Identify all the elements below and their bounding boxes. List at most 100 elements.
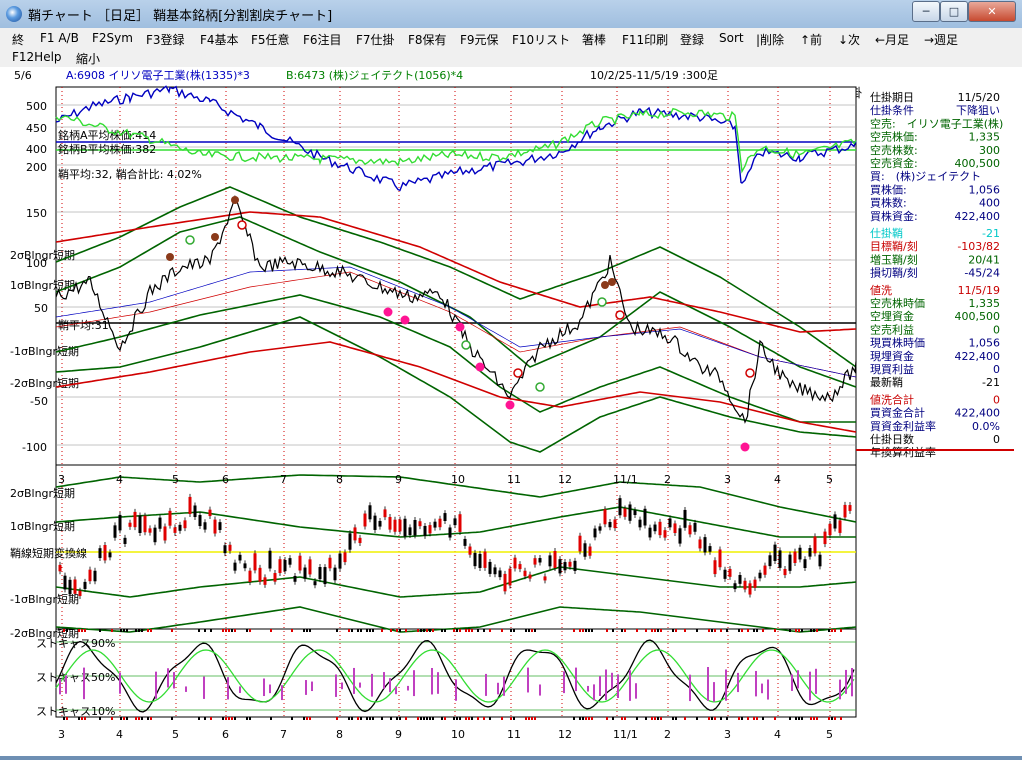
low-candle-75 — [73, 579, 77, 594]
stoch-bottom-mark-231 — [231, 717, 233, 720]
low-candle-815 — [813, 536, 817, 554]
menu2-item-1[interactable]: 縮小 — [76, 52, 101, 66]
stoch-bottom-mark-810 — [810, 717, 812, 720]
symbol-b-label: B:6473 (株)ジェイテクト(1056)*4 — [286, 68, 463, 82]
stoch-bottom-mark-525 — [525, 717, 527, 720]
chart-area: 5/6 A:6908 イリソ電子工業(株(1335)*3 B:6473 (株)ジ… — [0, 67, 1022, 756]
stoch-top-mark-426 — [426, 629, 428, 632]
menu2-item-0[interactable]: F12Help — [12, 50, 62, 64]
stoch-top-mark-204 — [204, 629, 206, 632]
stoch-bottom-mark-621 — [621, 717, 623, 720]
stoch-bottom-mark-798 — [798, 717, 800, 720]
menu-item-18[interactable]: ←月足 — [875, 33, 910, 47]
menu-item-15[interactable]: |削除 — [756, 33, 785, 47]
stoch-bottom-mark-135 — [135, 717, 137, 720]
stoch-top-mark-789 — [789, 629, 791, 632]
low-candle-235 — [233, 562, 237, 571]
low-candle-645 — [643, 508, 647, 526]
low-candle-85 — [83, 581, 87, 589]
stoch-top-mark-444 — [444, 629, 446, 632]
low-candle-515 — [513, 557, 517, 569]
stoch-bottom-mark-831 — [831, 717, 833, 720]
stoch-top-mark-441 — [441, 629, 443, 632]
low-candle-580 — [578, 535, 582, 552]
low-candle-545 — [543, 576, 547, 581]
mid-y-label-100: 100 — [26, 257, 47, 270]
low-candle-215 — [213, 519, 217, 534]
stoch-top-mark-78 — [78, 629, 80, 632]
low-candle-690 — [688, 525, 692, 535]
low-candle-530 — [528, 574, 532, 579]
stoch-top-mark-231 — [231, 629, 233, 632]
app-logo-icon — [6, 6, 22, 22]
menu-item-6[interactable]: F6注目 — [303, 33, 342, 47]
low-candle-720 — [718, 549, 722, 568]
stoch-top-mark-624 — [624, 629, 626, 632]
stoch-top-mark-210 — [210, 629, 212, 632]
stoch-top-mark-357 — [357, 629, 359, 632]
low-candle-680 — [678, 528, 682, 544]
stoch-top-mark-372 — [372, 629, 374, 632]
x-axis-bottom-label-0: 3 — [58, 728, 65, 741]
menu-item-8[interactable]: F8保有 — [408, 33, 447, 47]
low-candle-430 — [428, 525, 432, 534]
low-candle-175 — [173, 527, 177, 533]
low-candle-375 — [373, 515, 377, 530]
stoch-bottom-mark-528 — [528, 717, 530, 720]
menu-item-17[interactable]: ↓次 — [838, 33, 861, 47]
mid-band-line-2 — [55, 294, 856, 423]
stoch-top-mark-528 — [528, 629, 530, 632]
stoch-bottom-mark-126 — [126, 717, 128, 720]
info-label-22: 値洗合計 — [870, 392, 914, 406]
x-axis-bottom-label-14: 5 — [826, 728, 833, 741]
menu-item-1[interactable]: F1 A/B — [40, 31, 79, 45]
stoch-bottom-mark-573 — [573, 717, 575, 720]
menu-item-4[interactable]: F4基本 — [200, 33, 239, 47]
menu-item-19[interactable]: →週足 — [924, 33, 959, 47]
stoch-top-mark-612 — [612, 629, 614, 632]
info-value-25: 0 — [993, 433, 1000, 446]
minimize-button[interactable]: ─ — [912, 1, 940, 22]
x-axis-bottom-label-2: 5 — [172, 728, 179, 741]
menu-item-10[interactable]: F10リスト — [512, 33, 571, 47]
mid-band-avg: 鞘平均:31 — [58, 318, 109, 332]
low-candle-605 — [603, 509, 607, 525]
hollow-marker-7 — [745, 368, 755, 378]
menu-item-11[interactable]: 箸棒 — [582, 33, 607, 47]
spread-line — [55, 194, 857, 424]
stoch-top-mark-477 — [477, 629, 479, 632]
stoch-bottom-mark-747 — [747, 717, 749, 720]
low-candle-620 — [618, 498, 622, 516]
low-band-conversion: 鞘線短期変換線 — [10, 546, 87, 560]
low-band-minus1sigma: -1σBlngr短期 — [10, 592, 79, 606]
stoch-bottom-mark-651 — [651, 717, 653, 720]
menu-item-12[interactable]: F11印刷 — [622, 33, 669, 47]
stoch-top-mark-246 — [246, 629, 248, 632]
stoch-bottom-mark-405 — [405, 717, 407, 720]
menu-item-7[interactable]: F7仕掛 — [356, 33, 395, 47]
menu-item-2[interactable]: F2Sym — [92, 31, 133, 45]
stoch-top-mark-573 — [573, 629, 575, 632]
stoch-bottom-mark-396 — [396, 717, 398, 720]
menu-item-14[interactable]: Sort — [719, 31, 744, 45]
low-candle-340 — [338, 553, 342, 569]
menu-item-9[interactable]: F9元保 — [460, 33, 499, 47]
close-button[interactable]: ✕ — [968, 1, 1016, 22]
stoch-bottom-mark-828 — [828, 717, 830, 720]
menu-item-5[interactable]: F5任意 — [251, 33, 290, 47]
maximize-button[interactable]: □ — [940, 1, 968, 22]
low-candle-260 — [258, 567, 262, 582]
menu-item-16[interactable]: ↑前 — [800, 33, 823, 47]
stoch-d-line — [55, 649, 855, 703]
stoch-top-mark-756 — [756, 629, 758, 632]
info-label-15: 空売株時価 — [870, 296, 925, 310]
menu-item-13[interactable]: 登録 — [680, 33, 705, 47]
menu-item-3[interactable]: F3登録 — [146, 33, 185, 47]
x-axis-bottom-label-6: 9 — [395, 728, 402, 741]
stoch-bottom-mark-63 — [63, 717, 65, 720]
x-axis-bottom-label-4: 7 — [280, 728, 287, 741]
month-gridlines — [61, 87, 831, 717]
low-candle-345 — [343, 552, 347, 563]
mid-band-minus2sigma: -2σBlngr短期 — [10, 376, 79, 390]
menu-item-0[interactable]: 終 — [12, 33, 25, 47]
